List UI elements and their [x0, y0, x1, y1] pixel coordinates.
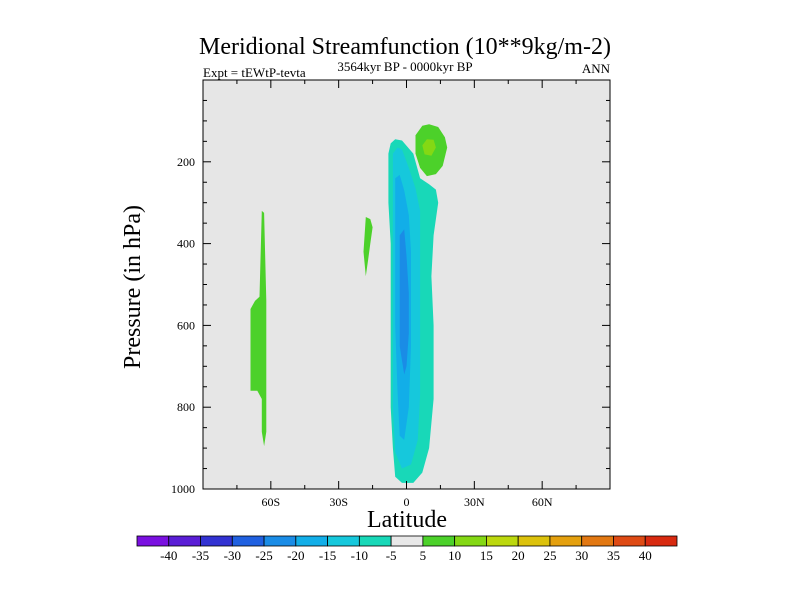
axis-ticks: 60S 30S 0 30N 60N 200 400 600 800 1000	[171, 80, 610, 509]
colorbar-swatch	[327, 535, 360, 547]
x-tick-label: 0	[404, 495, 410, 509]
x-tick-label: 30N	[464, 495, 485, 509]
colorbar-label: 20	[512, 548, 525, 563]
colorbar-label: -30	[224, 548, 241, 563]
colorbar-swatch	[200, 535, 233, 547]
colorbar-label: 25	[543, 548, 556, 563]
colorbar-label: -5	[386, 548, 397, 563]
contour-region-upper-north-cell-core	[422, 139, 436, 156]
contour-region-deep-cell-tropics-core	[399, 229, 409, 375]
colorbar: -40 -35 -30 -25 -20 -15 -10 -5 5 10 15 20 25 30 35 40	[136, 535, 678, 563]
colorbar-label: 10	[448, 548, 461, 563]
contour-region-southern-midlat-cell	[250, 210, 267, 447]
colorbar-swatch	[454, 535, 487, 547]
plot-frame	[202, 79, 611, 490]
x-tick-label: 60S	[261, 495, 280, 509]
colorbar-label: -20	[287, 548, 304, 563]
colorbar-swatch	[613, 535, 646, 547]
colorbar-label: -35	[192, 548, 209, 563]
colorbar-swatch	[549, 535, 583, 547]
subtitle-center: 3564kyr BP - 0000kyr BP	[337, 59, 472, 74]
y-tick-label: 600	[177, 318, 195, 332]
x-tick-label: 30S	[329, 495, 348, 509]
colorbar-label: 5	[420, 548, 427, 563]
subtitle-left: Expt = tEWtP-tevta	[203, 65, 306, 80]
colorbar-swatch	[517, 535, 551, 547]
colorbar-label: -40	[160, 548, 177, 563]
colorbar-swatch	[168, 535, 201, 547]
chart-title: Meridional Streamfunction (10**9kg/m-2)	[199, 34, 611, 60]
colorbar-swatch	[263, 535, 297, 547]
colorbar-label: 40	[639, 548, 652, 563]
colorbar-swatch	[390, 535, 424, 547]
colorbar-label: -25	[255, 548, 272, 563]
colorbar-swatch	[486, 535, 519, 547]
colorbar-label: 30	[575, 548, 588, 563]
subtitle-right: ANN	[582, 61, 611, 76]
x-axis-label: Latitude	[367, 507, 447, 533]
colorbar-swatch	[295, 535, 328, 547]
colorbar-swatch	[422, 535, 456, 547]
colorbar-label: -10	[351, 548, 368, 563]
y-axis-label: Pressure (in hPa)	[120, 205, 146, 369]
y-tick-label: 800	[177, 400, 195, 414]
colorbar-label: 35	[607, 548, 620, 563]
colorbar-swatch	[136, 535, 170, 547]
y-tick-label: 400	[177, 237, 195, 251]
colorbar-swatch	[644, 535, 678, 547]
contour-regions	[250, 124, 448, 483]
x-tick-label: 60N	[532, 495, 553, 509]
y-tick-label: 200	[177, 155, 195, 169]
colorbar-swatch	[231, 535, 265, 547]
y-tick-label: 1000	[171, 482, 195, 496]
colorbar-swatch	[358, 535, 392, 547]
colorbar-swatch	[581, 535, 614, 547]
colorbar-label: 15	[480, 548, 493, 563]
contour-region-subtropical-south-sliver	[363, 217, 373, 277]
colorbar-label: -15	[319, 548, 336, 563]
